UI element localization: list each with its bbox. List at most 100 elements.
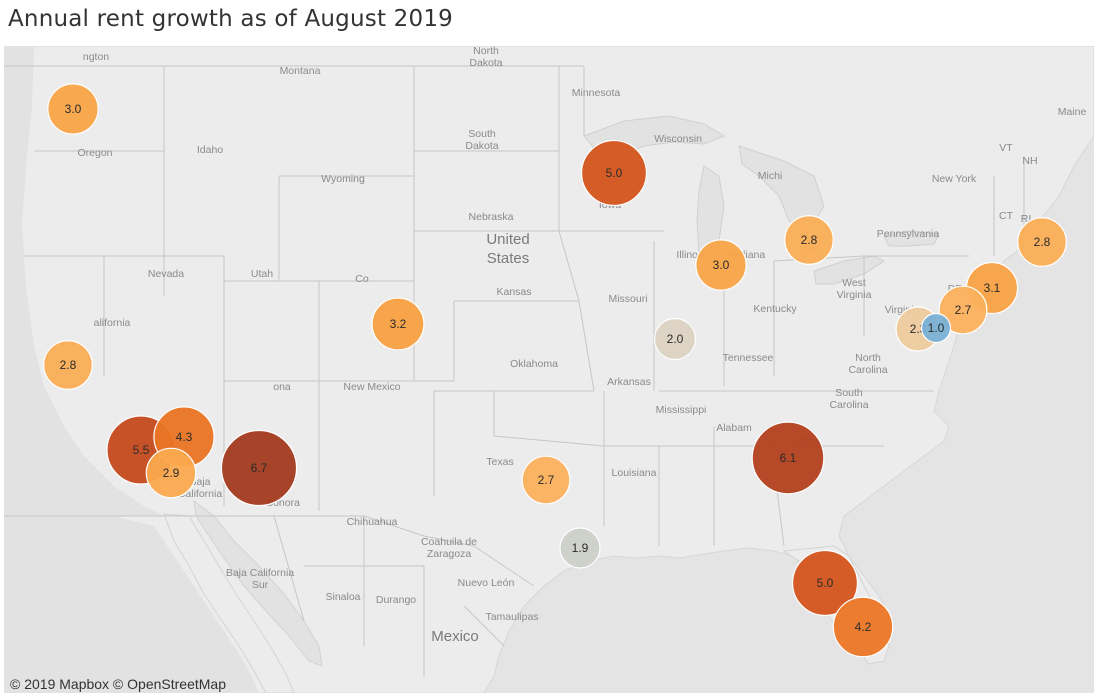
bubble-value-new-york: 3.1 bbox=[984, 281, 1001, 295]
bubble-circle-boston[interactable] bbox=[1017, 217, 1067, 267]
bubble-value-sacramento: 2.8 bbox=[60, 358, 77, 372]
bubble-value-miami: 4.2 bbox=[855, 620, 872, 634]
bubble-circle-detroit[interactable] bbox=[784, 215, 834, 265]
bubble-circle-sacramento[interactable] bbox=[43, 340, 93, 390]
place-label-arizona: ona bbox=[273, 381, 291, 393]
place-label-pennsylvania: Pennsylvania bbox=[877, 228, 940, 240]
bubble-circle-philadelphia[interactable] bbox=[938, 285, 988, 335]
map-attribution[interactable]: © 2019 Mapbox © OpenStreetMap bbox=[10, 676, 226, 692]
country-labels: United States Mexico bbox=[431, 231, 529, 645]
bubble-value-chicago: 3.0 bbox=[713, 258, 730, 272]
metro-bubble-atlanta[interactable]: 6.1 bbox=[751, 421, 825, 495]
map-viewport[interactable]: ngton Montana North Dakota Minnesota Maine Ore… bbox=[4, 46, 1094, 693]
place-label-new-mexico: New Mexico bbox=[343, 381, 400, 393]
place-label-new-york: New York bbox=[932, 173, 977, 185]
place-label-utah: Utah bbox=[251, 268, 273, 280]
place-label-ct: CT bbox=[999, 210, 1014, 222]
metro-bubble-st-louis[interactable]: 2.0 bbox=[653, 317, 697, 361]
place-label-oregon: Oregon bbox=[77, 147, 112, 159]
bubble-value-san-diego: 2.9 bbox=[163, 466, 180, 480]
metro-bubble-orlando[interactable]: 5.0 bbox=[791, 549, 859, 617]
place-label-nuevo-leon: Nuevo León bbox=[458, 577, 515, 589]
place-label-wyoming: Wyoming bbox=[321, 173, 365, 185]
bubble-value-detroit: 2.8 bbox=[801, 233, 818, 247]
bubble-circle-denver[interactable] bbox=[371, 297, 425, 351]
bubble-value-baltimore: 1.0 bbox=[928, 321, 945, 335]
place-label-tamaulipas: Tamaulipas bbox=[485, 611, 538, 623]
bubble-circle-st-louis[interactable] bbox=[653, 317, 697, 361]
place-label-washington: ngton bbox=[83, 51, 109, 63]
place-label-texas: Texas bbox=[486, 456, 513, 468]
metro-bubble-detroit[interactable]: 2.8 bbox=[784, 215, 834, 265]
bubble-circle-houston[interactable] bbox=[559, 527, 601, 569]
bubble-value-dallas: 2.7 bbox=[538, 473, 555, 487]
bubble-value-houston: 1.9 bbox=[572, 541, 589, 555]
place-label-montana: Montana bbox=[280, 65, 321, 77]
place-label-maine: Maine bbox=[1058, 106, 1087, 118]
place-label-sinaloa: Sinaloa bbox=[325, 591, 360, 603]
admin-borders bbox=[4, 65, 1025, 676]
place-label-ri: RI bbox=[1021, 213, 1032, 225]
place-label-colorado: Co bbox=[355, 273, 369, 285]
bubble-value-orlando: 5.0 bbox=[817, 576, 834, 590]
metro-bubble-philadelphia[interactable]: 2.7 bbox=[938, 285, 988, 335]
place-label-michigan: Michi bbox=[758, 170, 783, 182]
metro-bubble-boston[interactable]: 2.8 bbox=[1017, 217, 1067, 267]
bubble-circle-dallas[interactable] bbox=[521, 455, 571, 505]
place-label-baja-california-sur: Baja California Sur bbox=[226, 567, 294, 591]
place-label-north-carolina: North Carolina bbox=[848, 352, 887, 376]
bubble-circle-minneapolis[interactable] bbox=[580, 139, 648, 207]
metro-bubble-houston[interactable]: 1.9 bbox=[559, 527, 601, 569]
bubble-circle-san-diego[interactable] bbox=[145, 447, 197, 499]
pacific-coast-us bbox=[4, 46, 164, 516]
place-label-alabama: Alabam bbox=[716, 422, 752, 434]
place-label-tennessee: Tennessee bbox=[723, 352, 774, 364]
place-label-arkansas: Arkansas bbox=[607, 376, 651, 388]
metro-bubble-baltimore[interactable]: 1.0 bbox=[920, 312, 952, 344]
bubble-circle-seattle[interactable] bbox=[47, 83, 99, 135]
bubble-circle-orlando[interactable] bbox=[791, 549, 859, 617]
place-label-minnesota: Minnesota bbox=[572, 87, 621, 99]
bubble-value-seattle: 3.0 bbox=[65, 102, 82, 116]
lake-erie bbox=[813, 255, 886, 285]
place-label-kansas: Kansas bbox=[496, 286, 531, 298]
metro-bubbles: 6.7 6.1 5.5 5.0 5.0 4.3 4.2 3.2 3.1 3.0 3.0 2.9 2.8 2… bbox=[43, 83, 1067, 658]
place-label-coahuila: Coahuila de Zaragoza bbox=[421, 536, 477, 560]
metro-bubble-denver[interactable]: 3.2 bbox=[371, 297, 425, 351]
pacific-coast-mexico bbox=[4, 516, 259, 693]
bubble-value-atlanta: 6.1 bbox=[780, 451, 797, 465]
metro-bubble-phoenix[interactable]: 6.7 bbox=[220, 429, 298, 507]
metro-bubble-seattle[interactable]: 3.0 bbox=[47, 83, 99, 135]
place-label-nebraska: Nebraska bbox=[469, 211, 514, 223]
bubble-circle-baltimore[interactable] bbox=[920, 312, 952, 344]
place-label-durango: Durango bbox=[376, 594, 416, 606]
metro-bubble-minneapolis[interactable]: 5.0 bbox=[580, 139, 648, 207]
place-label-kentucky: Kentucky bbox=[753, 303, 797, 315]
place-label-wisconsin: Wisconsin bbox=[654, 133, 702, 145]
gulf-of-california bbox=[193, 499, 323, 667]
bubble-circle-miami[interactable] bbox=[832, 596, 894, 658]
baja-peninsula bbox=[163, 513, 295, 693]
place-label-chihuahua: Chihuahua bbox=[347, 516, 398, 528]
place-label-california: alifornia bbox=[94, 317, 131, 329]
bubble-value-philadelphia: 2.7 bbox=[955, 303, 972, 317]
metro-bubble-dallas[interactable]: 2.7 bbox=[521, 455, 571, 505]
place-label-vt: VT bbox=[999, 142, 1013, 154]
bubble-circle-phoenix[interactable] bbox=[220, 429, 298, 507]
place-label-west-virginia: West Virginia bbox=[837, 277, 872, 301]
place-label-oklahoma: Oklahoma bbox=[510, 358, 558, 370]
bubble-circle-chicago[interactable] bbox=[695, 239, 747, 291]
place-label-nh: NH bbox=[1022, 155, 1037, 167]
place-label-idaho: Idaho bbox=[197, 144, 223, 156]
metro-bubble-miami[interactable]: 4.2 bbox=[832, 596, 894, 658]
bubble-circle-atlanta[interactable] bbox=[751, 421, 825, 495]
place-label-south-dakota: South Dakota bbox=[465, 128, 498, 152]
place-label-south-carolina: South Carolina bbox=[829, 387, 868, 411]
metro-bubble-san-diego[interactable]: 2.9 bbox=[145, 447, 197, 499]
metro-bubble-sacramento[interactable]: 2.8 bbox=[43, 340, 93, 390]
place-label-missouri: Missouri bbox=[608, 293, 647, 305]
place-label-nevada: Nevada bbox=[148, 268, 184, 280]
map-canvas[interactable]: ngton Montana North Dakota Minnesota Maine Ore… bbox=[4, 46, 1094, 693]
bubble-value-minneapolis: 5.0 bbox=[606, 166, 623, 180]
metro-bubble-chicago[interactable]: 3.0 bbox=[695, 239, 747, 291]
